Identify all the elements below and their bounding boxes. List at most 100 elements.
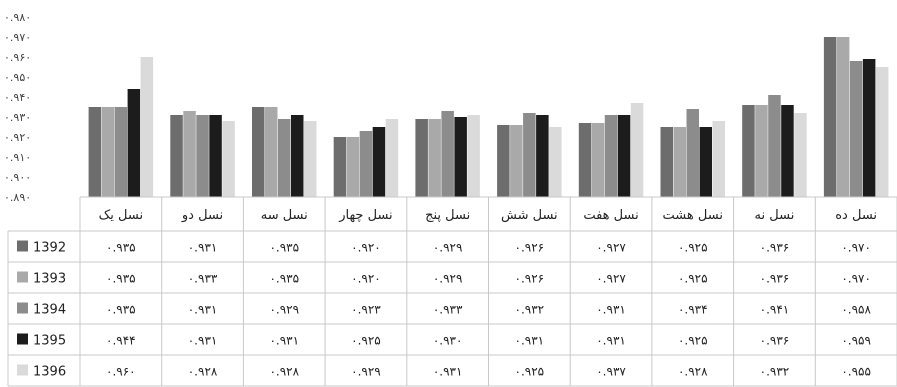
legend-label: 1395	[33, 334, 66, 349]
data-label: ۰.۹۳۲	[515, 303, 545, 317]
bar-1393	[183, 111, 196, 197]
data-label: ۰.۹۳۰	[433, 334, 463, 348]
data-label: ۰.۹۲۵	[351, 334, 381, 348]
y-tick-label: ۰.۹۸۰	[4, 11, 31, 24]
data-label: ۰.۹۳۱	[515, 334, 545, 348]
data-label: ۰.۹۲۳	[351, 303, 381, 317]
bar-1394	[686, 109, 699, 197]
data-label: ۰.۹۴۴	[106, 334, 136, 348]
data-label: ۰.۹۵۵	[841, 365, 871, 379]
bar-1393	[755, 105, 768, 197]
data-label: ۰.۹۶۰	[106, 365, 136, 379]
bar-1395	[372, 127, 386, 197]
y-tick-label: ۰.۹۷۰	[4, 31, 31, 44]
bar-1394	[604, 115, 618, 197]
y-tick-label: ۰.۸۹۰	[4, 191, 31, 204]
bar-1395	[209, 115, 222, 197]
bar-1394	[278, 119, 291, 197]
bar-1392	[742, 105, 755, 197]
category-label: نسل یک	[99, 208, 143, 223]
bar-1396	[140, 57, 154, 197]
data-label: ۰.۹۳۴	[678, 303, 708, 317]
bar-1394	[523, 113, 536, 197]
data-label: ۰.۹۳۷	[596, 365, 626, 379]
data-label: ۰.۹۳۵	[106, 241, 136, 255]
bar-1395	[781, 105, 794, 197]
bar-1392	[415, 119, 428, 197]
y-axis: ۰.۸۹۰ ۰.۹۰۰ ۰.۹۱۰ ۰.۹۲۰ ۰.۹۳۰ ۰.۹۴۰ ۰.۹۵۰ ۰.۹۶۰…	[4, 11, 31, 204]
category-label: نسل هفت	[583, 208, 638, 223]
category-label: نسل شش	[501, 208, 558, 223]
data-label: ۰.۹۳۳	[188, 272, 218, 286]
data-label: ۰.۹۲۶	[515, 272, 545, 286]
bar-1394	[359, 131, 373, 197]
bar-1393	[101, 107, 115, 197]
bar-1396	[467, 115, 480, 197]
data-label: ۰.۹۳۱	[188, 303, 218, 317]
bar-1396	[794, 113, 807, 197]
bar-1392	[333, 137, 347, 197]
data-label: ۰.۹۳۵	[269, 272, 299, 286]
bar-1394	[768, 95, 781, 197]
bar-1393	[346, 137, 360, 197]
bar-1396	[875, 67, 889, 197]
data-label: ۰.۹۳۱	[188, 334, 218, 348]
data-label: ۰.۹۳۵	[269, 241, 299, 255]
bar-1394	[114, 107, 128, 197]
bar-1396	[304, 121, 317, 197]
category-label: نسل هشت	[663, 208, 723, 223]
bar-1393	[265, 107, 278, 197]
data-label: ۰.۹۷۰	[841, 272, 871, 286]
y-tick-label: ۰.۹۰۰	[4, 171, 31, 184]
legend-key-1395	[17, 333, 28, 345]
bar-1395	[862, 59, 876, 197]
bar-1395	[127, 89, 141, 197]
bar-1392	[660, 127, 673, 197]
bar-1393	[510, 125, 523, 197]
data-label: ۰.۹۵۸	[841, 303, 871, 317]
category-label: نسل نه	[755, 208, 795, 223]
legend-label: 1394	[33, 303, 66, 318]
y-tick-label: ۰.۹۱۰	[4, 151, 31, 164]
bar-1394	[196, 115, 209, 197]
legend-label: 1392	[33, 241, 66, 256]
data-label: ۰.۹۲۹	[269, 303, 299, 317]
data-label: ۰.۹۲۵	[678, 241, 708, 255]
bar-1393	[428, 119, 441, 197]
data-label: ۰.۹۳۳	[433, 303, 463, 317]
legend-key-1396	[17, 364, 28, 376]
bar-1395	[536, 115, 549, 197]
bar-1395	[291, 115, 304, 197]
data-label: ۰.۹۲۵	[515, 365, 545, 379]
category-label: نسل پنج	[425, 208, 470, 223]
legend-key-1393	[17, 271, 28, 283]
bar-1392	[170, 115, 183, 197]
bar-1393	[673, 127, 686, 197]
data-label: ۰.۹۲۸	[188, 365, 218, 379]
legend-key-1394	[17, 302, 28, 314]
data-label: ۰.۹۳۵	[106, 303, 136, 317]
data-label: ۰.۹۲۰	[351, 272, 381, 286]
data-label: ۰.۹۳۱	[188, 241, 218, 255]
bar-1395	[617, 115, 631, 197]
y-tick-label: ۰.۹۶۰	[4, 51, 31, 64]
data-label: ۰.۹۲۵	[678, 334, 708, 348]
y-tick-label: ۰.۹۵۰	[4, 71, 31, 84]
bar-1396	[222, 121, 235, 197]
bar-1392	[497, 125, 510, 197]
bar-1393	[836, 37, 850, 197]
y-tick-label: ۰.۹۳۰	[4, 111, 31, 124]
data-label: ۰.۹۲۸	[269, 365, 299, 379]
data-label: ۰.۹۳۶	[760, 241, 790, 255]
bar-1396	[385, 119, 399, 197]
data-label: ۰.۹۳۶	[760, 272, 790, 286]
category-label: نسل ده	[835, 208, 877, 223]
data-label: ۰.۹۲۸	[678, 365, 708, 379]
bar-1392	[823, 37, 837, 197]
bar-1393	[591, 123, 605, 197]
category-label: نسل چهار	[338, 208, 392, 223]
bar-1396	[630, 103, 644, 197]
data-label: ۰.۹۳۱	[596, 334, 626, 348]
legend-key-1392	[17, 240, 28, 252]
